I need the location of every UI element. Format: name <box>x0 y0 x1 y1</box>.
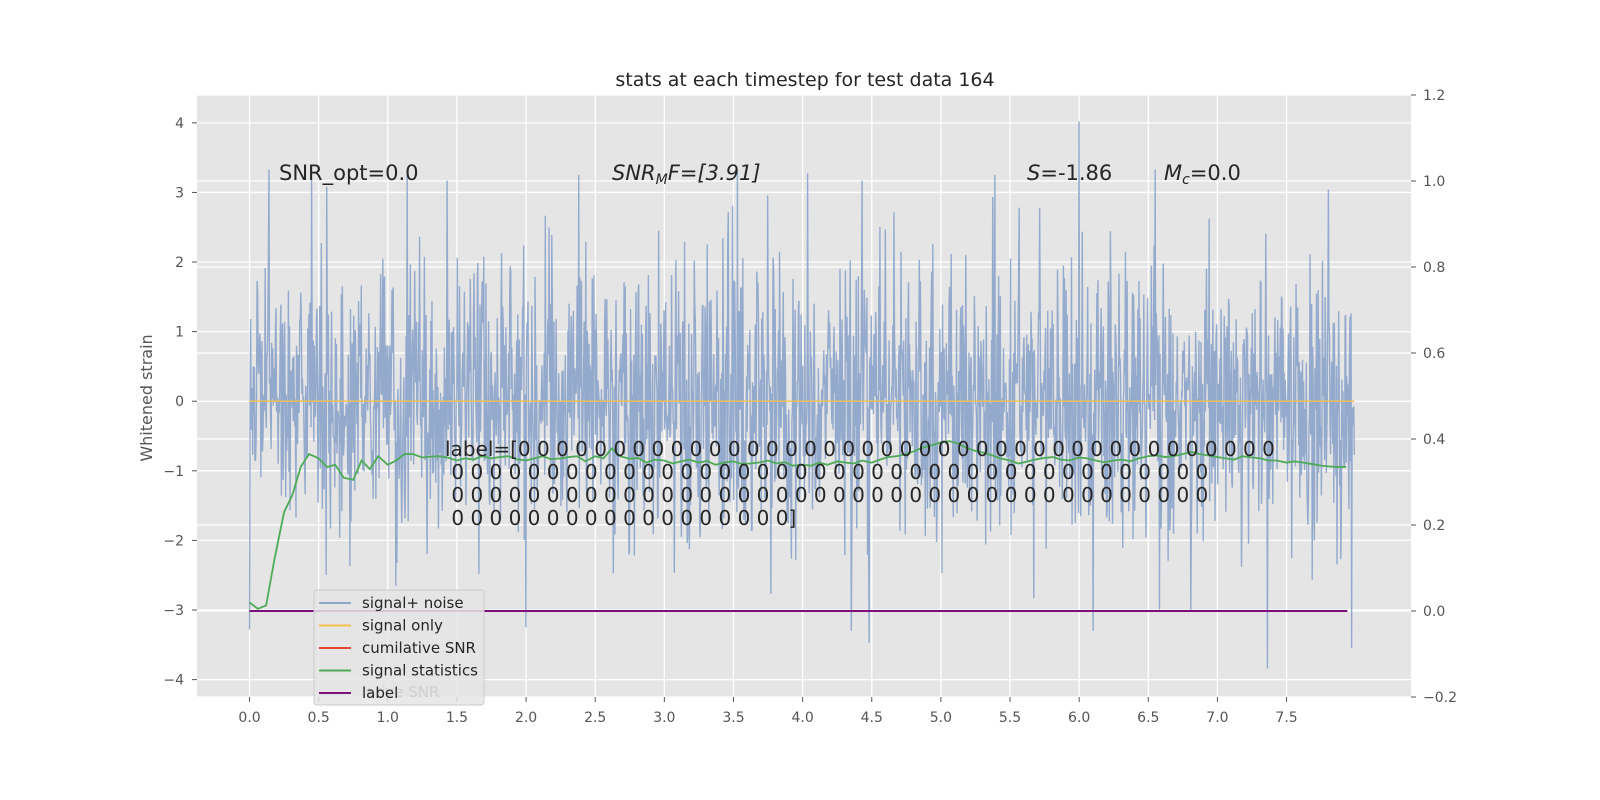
x-tick-label: 5.5 <box>999 710 1021 726</box>
y2-tick-label: 0.8 <box>1423 260 1445 276</box>
y-tick-label: −2 <box>163 533 184 549</box>
y2-tick-label: 0.0 <box>1423 604 1445 620</box>
legend-box <box>313 589 485 706</box>
x-tick-label: 3.5 <box>722 710 744 726</box>
y-tick-label: 0 <box>175 394 184 410</box>
snr-mf-main: SNR <box>612 161 656 185</box>
y2-tick-label: −0.2 <box>1423 690 1457 706</box>
snr-mf-rest: F=[3.91] <box>668 161 761 185</box>
series-signal-statistics-line <box>248 440 1347 610</box>
x-tick-label: 4.5 <box>861 710 883 726</box>
label-array-annotation: label=[0 0 0 0 0 0 0 0 0 0 0 0 0 0 0 0 0… <box>445 437 1275 530</box>
y-tick-label: 3 <box>175 185 184 201</box>
y-tick-label: −3 <box>163 603 184 619</box>
x-tick-label: 3.0 <box>653 710 675 726</box>
label-array-line: 0 0 0 0 0 0 0 0 0 0 0 0 0 0 0 0 0 0 0 0 … <box>445 483 1208 507</box>
annotations: SNR_opt=0.0 SNRMF=[3.91] S=-1.86 Mc=0.0 <box>279 161 1241 188</box>
label-array-line: 0 0 0 0 0 0 0 0 0 0 0 0 0 0 0 0 0 0] <box>445 506 796 530</box>
y-tick-label: 1 <box>175 325 184 341</box>
y-tick-label: −1 <box>163 464 184 480</box>
snr-mf-sub: M <box>656 172 668 188</box>
snr-opt-annotation: SNR_opt=0.0 <box>279 161 419 186</box>
label-array-line: label=[0 0 0 0 0 0 0 0 0 0 0 0 0 0 0 0 0… <box>445 437 1275 461</box>
y2-tick-label: 0.4 <box>1423 432 1445 448</box>
x-tick-label: 7.0 <box>1206 710 1228 726</box>
y-axis-label: Whitened strain <box>137 334 156 461</box>
x-tick-label: 5.0 <box>930 710 952 726</box>
y2-tick-label: 0.2 <box>1423 518 1445 534</box>
x-tick-label: 4.0 <box>791 710 813 726</box>
y2-tick-label: 0.6 <box>1423 346 1445 362</box>
x-tick-label: 1.5 <box>446 710 468 726</box>
legend-entry-label: label <box>362 684 398 702</box>
s-main: S <box>1027 161 1040 185</box>
label-array-line: 0 0 0 0 0 0 0 0 0 0 0 0 0 0 0 0 0 0 0 0 … <box>445 460 1208 484</box>
mc-main: M <box>1164 161 1182 185</box>
y-tick-label: −4 <box>163 673 184 689</box>
legend-entry-label: cumilative SNR <box>362 639 476 657</box>
y-tick-label: 4 <box>175 116 184 132</box>
x-tick-label: 2.0 <box>515 710 537 726</box>
chart-title: stats at each timestep for test data 164 <box>615 69 994 91</box>
mc-rest: =0.0 <box>1190 161 1241 185</box>
y-tick-label: 2 <box>175 255 184 271</box>
x-tick-label: 0.0 <box>238 710 260 726</box>
x-tick-label: 6.0 <box>1068 710 1090 726</box>
x-tick-label: 2.5 <box>584 710 606 726</box>
series-signal-noise-line <box>248 121 1356 669</box>
legend-entry-label: signal+ noise <box>362 594 464 612</box>
x-tick-label: 1.0 <box>377 710 399 726</box>
legend-ghost-text: lative SNR <box>362 683 439 701</box>
ticks: 0.0 0.5 1.0 1.5 2.0 2.5 3.0 3.5 4.0 4.5 5.0 5.5 6.0 6… <box>163 88 1457 726</box>
y2-tick-label: 1.2 <box>1423 88 1445 104</box>
mc-annotation: Mc=0.0 <box>1164 161 1241 188</box>
x-tick-label: 0.5 <box>308 710 330 726</box>
snr-mf-annotation: SNRMF=[3.91] <box>612 161 761 188</box>
legend: lative SNR signal+ noise signal only cumila… <box>313 589 485 706</box>
legend-entry-label: signal statistics <box>362 662 478 680</box>
s-rest: =-1.86 <box>1040 161 1112 185</box>
s-annotation: S=-1.86 <box>1027 161 1112 185</box>
x-tick-label: 7.5 <box>1275 710 1297 726</box>
legend-entry-label: signal only <box>362 617 443 635</box>
mc-sub: c <box>1182 172 1190 188</box>
y2-tick-label: 1.0 <box>1423 174 1445 190</box>
x-tick-label: 6.5 <box>1137 710 1159 726</box>
